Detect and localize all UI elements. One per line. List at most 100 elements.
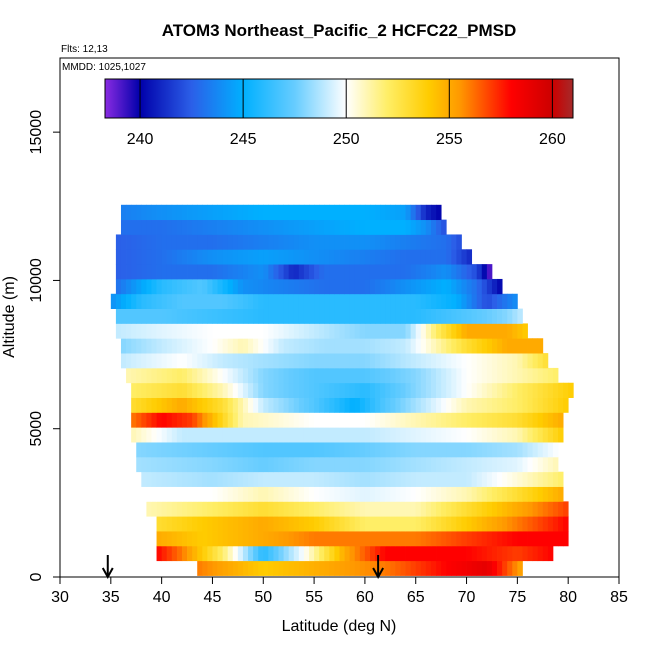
heatmap-cell — [359, 219, 366, 235]
heatmap-cell — [344, 308, 351, 324]
heatmap-cell — [390, 338, 396, 354]
heatmap-cell — [146, 204, 152, 221]
heatmap-cell — [400, 516, 406, 532]
heatmap-cell — [258, 560, 264, 576]
heatmap-cell — [268, 293, 274, 309]
heatmap-cell — [253, 545, 259, 562]
heatmap-cell — [120, 249, 127, 265]
heatmap-cell — [217, 397, 224, 413]
heatmap-cell — [197, 293, 203, 309]
heatmap-cell — [283, 308, 290, 324]
heatmap-cell — [202, 278, 208, 295]
heatmap-cell — [131, 308, 137, 324]
heatmap-cell — [293, 501, 300, 517]
heatmap-cell — [187, 278, 193, 295]
heatmap-cell — [334, 501, 340, 517]
heatmap-cell — [517, 560, 523, 576]
heatmap-cell — [502, 471, 508, 487]
heatmap-cell — [476, 264, 483, 280]
heatmap-cell — [329, 531, 335, 547]
heatmap-cell — [146, 456, 152, 473]
heatmap-cell — [187, 516, 193, 532]
heatmap-cell — [380, 516, 386, 532]
heatmap-cell — [354, 249, 361, 265]
heatmap-cell — [359, 486, 366, 502]
heatmap-cell — [222, 442, 229, 458]
heatmap-cell — [222, 367, 229, 384]
heatmap-cell — [359, 531, 366, 547]
heatmap-cell — [319, 397, 325, 413]
heatmap-cell — [451, 516, 457, 532]
heatmap-cell — [176, 308, 183, 324]
heatmap-cell — [176, 249, 183, 265]
heatmap-cell — [385, 353, 391, 369]
heatmap-cell — [146, 278, 152, 295]
heatmap-cell — [415, 427, 422, 443]
heatmap-cell — [405, 264, 412, 280]
heatmap-cell — [390, 264, 396, 280]
heatmap-cell — [309, 219, 315, 235]
heatmap-cell — [151, 471, 157, 487]
heatmap-cell — [517, 353, 523, 369]
heatmap-cell — [334, 264, 340, 280]
heatmap-cell — [253, 456, 259, 473]
heatmap-cell — [120, 204, 127, 221]
heatmap-cell — [375, 323, 381, 339]
heatmap-cell — [156, 456, 163, 473]
heatmap-cell — [176, 353, 183, 369]
colorbar-frame — [104, 78, 574, 119]
heatmap-cell — [217, 353, 224, 369]
heatmap-cell — [324, 412, 330, 428]
heatmap-cell — [420, 560, 427, 576]
heatmap-cell — [192, 442, 198, 458]
heatmap-cell — [481, 367, 488, 384]
heatmap-cell — [491, 397, 498, 413]
heatmap-cell — [202, 308, 208, 324]
heatmap-cell — [207, 308, 213, 324]
heatmap-cell — [309, 456, 315, 473]
heatmap-cell — [222, 249, 229, 265]
heatmap-cell — [293, 204, 300, 221]
heatmap-cell — [410, 456, 417, 473]
heatmap-cell — [497, 353, 503, 369]
heatmap-cell — [202, 427, 208, 443]
heatmap-cell — [258, 323, 264, 339]
heatmap-cell — [415, 308, 422, 324]
heatmap-cell — [339, 531, 345, 547]
heatmap-cell — [481, 501, 488, 517]
heatmap-cell — [151, 219, 157, 235]
heatmap-cell — [171, 234, 178, 250]
heatmap-cell — [486, 471, 493, 487]
heatmap-cell — [288, 323, 295, 339]
flight-arrows — [101, 555, 384, 580]
heatmap-cell — [486, 442, 493, 458]
heatmap-cell — [364, 486, 371, 502]
heatmap-cell — [141, 293, 147, 309]
heatmap-cell — [430, 545, 437, 562]
heatmap-cell — [217, 545, 224, 562]
heatmap-cell — [507, 397, 513, 413]
heatmap-cell — [207, 471, 213, 487]
heatmap-cell — [329, 471, 335, 487]
heatmap-cell — [248, 367, 254, 384]
heatmap-cell — [298, 234, 305, 250]
heatmap-cell — [537, 531, 544, 547]
heatmap-cell — [136, 234, 142, 250]
heatmap-cell — [430, 323, 437, 339]
heatmap-cell — [212, 501, 218, 517]
heatmap-cell — [222, 516, 229, 532]
heatmap-cell — [532, 545, 539, 562]
heatmap-cell — [354, 456, 361, 473]
heatmap-cell — [161, 516, 168, 532]
heatmap-cell — [237, 560, 244, 576]
heatmap-cell — [319, 293, 325, 309]
heatmap-cell — [507, 501, 513, 517]
heatmap-cell — [258, 397, 264, 413]
heatmap-cell — [375, 338, 381, 354]
heatmap-cell — [283, 338, 290, 354]
heatmap-cell — [187, 264, 193, 280]
heatmap-cell — [151, 456, 157, 473]
heatmap-cell — [212, 308, 218, 324]
heatmap-cell — [395, 486, 401, 502]
heatmap-cell — [141, 367, 147, 384]
